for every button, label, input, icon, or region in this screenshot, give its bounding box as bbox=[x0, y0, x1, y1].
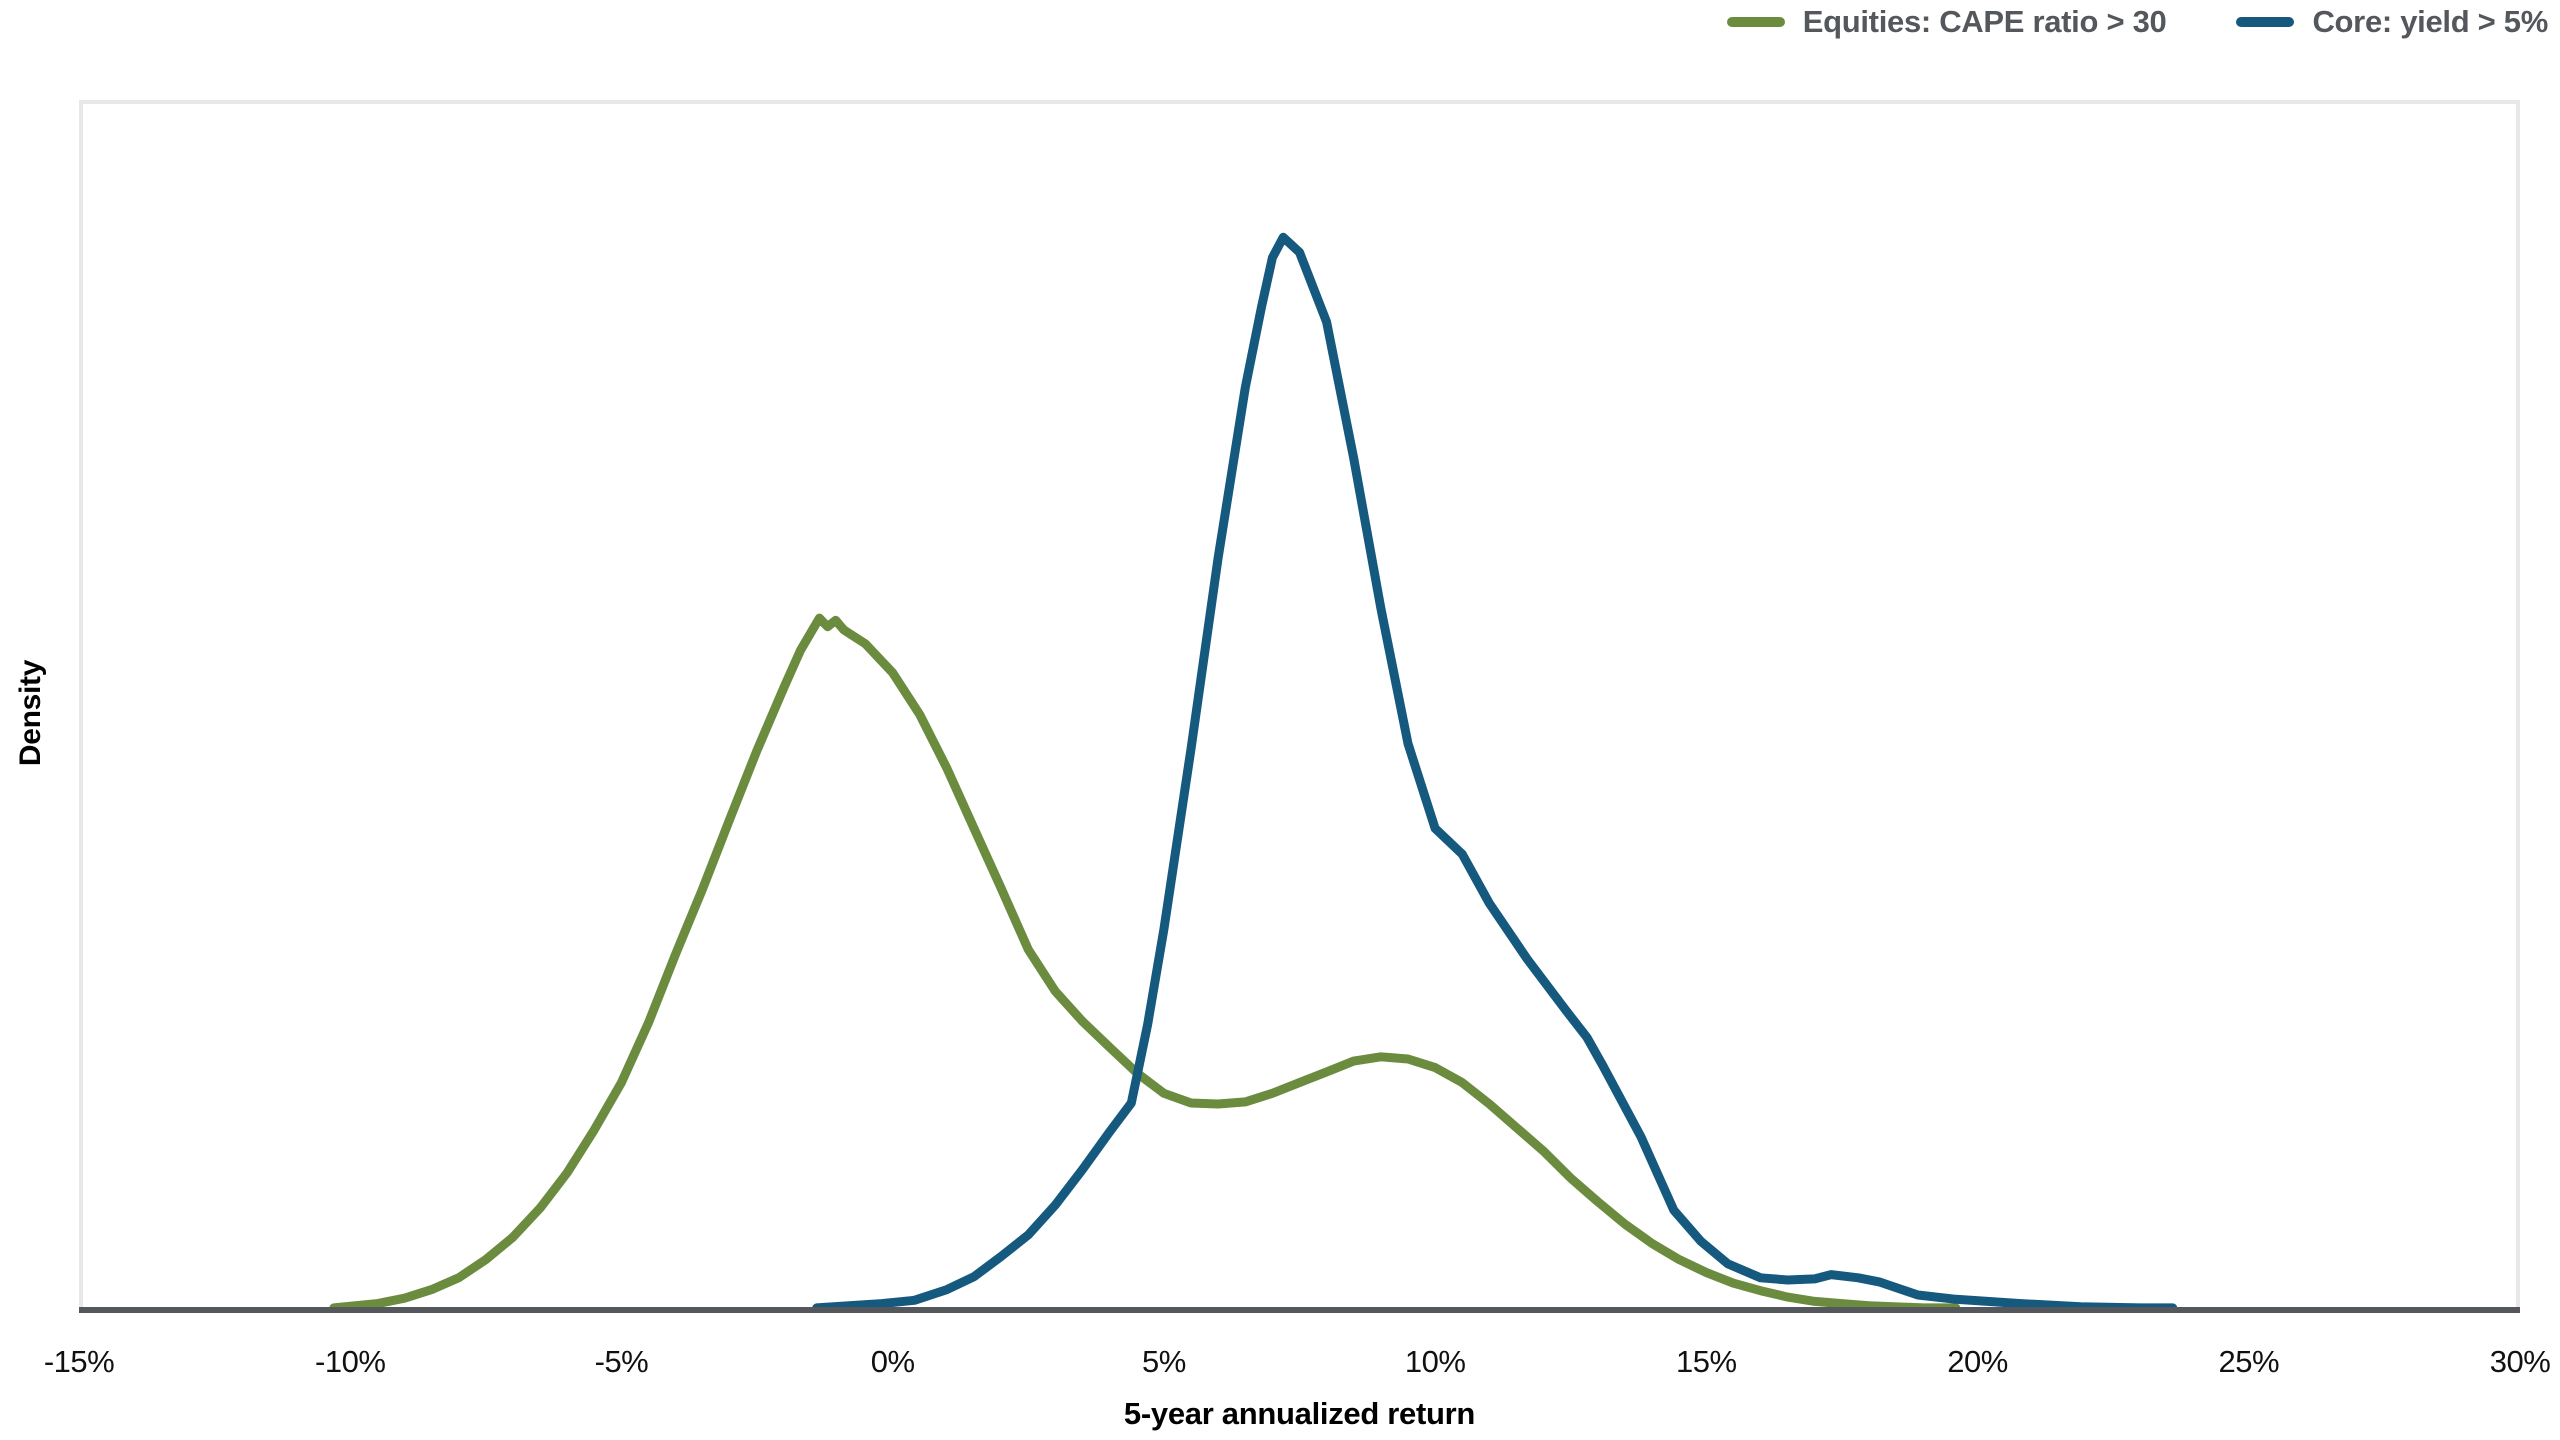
legend-item-equities[interactable]: Equities: CAPE ratio > 30 bbox=[1726, 4, 2167, 40]
legend: Equities: CAPE ratio > 30 Core: yield > … bbox=[1726, 4, 2548, 40]
x-tick-label: 15% bbox=[1676, 1344, 1737, 1379]
x-tick-label: 20% bbox=[1947, 1344, 2008, 1379]
x-axis-line bbox=[79, 1307, 2520, 1313]
curve-core bbox=[812, 232, 2178, 1313]
x-tick-label: 30% bbox=[2489, 1344, 2551, 1379]
x-tick-label: -15% bbox=[43, 1344, 115, 1379]
x-tick-label: 25% bbox=[2218, 1344, 2280, 1379]
legend-item-core[interactable]: Core: yield > 5% bbox=[2236, 4, 2548, 40]
legend-swatch-core-icon bbox=[2236, 17, 2295, 27]
legend-swatch-equities-icon bbox=[1726, 17, 1785, 27]
curve-equities bbox=[329, 613, 1961, 1313]
x-tick-label: -5% bbox=[594, 1344, 649, 1379]
x-tick-label: 5% bbox=[1141, 1344, 1186, 1379]
x-tick-label: 0% bbox=[870, 1344, 915, 1379]
plot-area bbox=[79, 100, 2520, 1310]
legend-label-equities: Equities: CAPE ratio > 30 bbox=[1802, 4, 2167, 39]
x-tick-label: -10% bbox=[315, 1344, 386, 1379]
x-axis-title: 5-year annualized return bbox=[1123, 1396, 1476, 1431]
legend-label-core: Core: yield > 5% bbox=[2312, 4, 2548, 39]
x-tick-label: 10% bbox=[1404, 1344, 1466, 1379]
